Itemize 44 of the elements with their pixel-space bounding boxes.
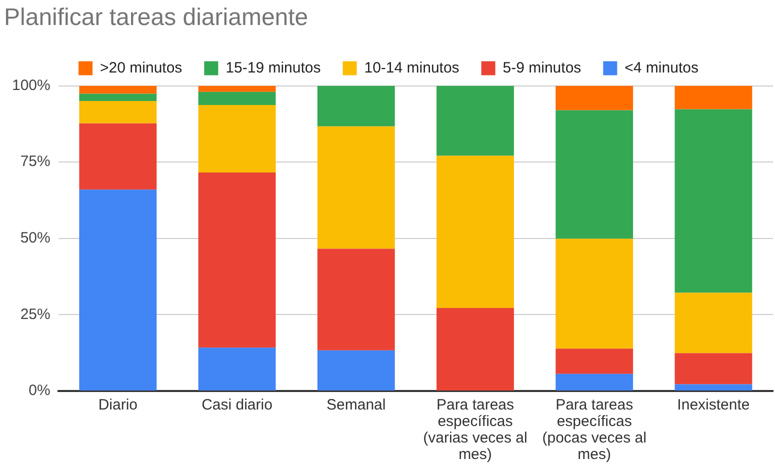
- x-tick-label: Para tareas específicas (varias veces al mes): [423, 396, 528, 463]
- x-tick-label: Semanal: [326, 396, 386, 414]
- legend-label: 15-19 minutos: [226, 59, 321, 76]
- bar: [674, 109, 752, 293]
- bar: [79, 101, 157, 124]
- y-tick-label: 25%: [20, 306, 50, 323]
- bar: [436, 308, 514, 390]
- x-tick-label: Casi diario: [202, 396, 272, 414]
- bar: [198, 105, 276, 172]
- bar: [79, 123, 157, 190]
- bar: [556, 110, 634, 239]
- y-tick-label: 75%: [20, 153, 50, 170]
- x-tick-label: Diario: [98, 396, 138, 414]
- bar: [436, 86, 514, 156]
- y-tick-label: 50%: [20, 230, 50, 247]
- x-tick-label: Para tareas específicas (pocas veces al mes): [542, 396, 646, 463]
- legend-label: >20 minutos: [100, 59, 182, 76]
- bar: [674, 384, 752, 390]
- bar: [556, 238, 634, 349]
- bar: [317, 126, 395, 249]
- bar: [79, 86, 157, 94]
- bar: [317, 86, 395, 126]
- bar: [317, 350, 395, 390]
- y-tick-label: 0%: [28, 382, 50, 400]
- bar: [198, 86, 276, 92]
- legend-label: 10-14 minutos: [364, 59, 460, 76]
- legend-label: <4 minutos: [624, 59, 698, 76]
- bar: [556, 348, 634, 374]
- bar: [317, 248, 395, 350]
- legend-label: 5-9 minutos: [502, 59, 582, 76]
- bar: [674, 292, 752, 354]
- bar: [198, 172, 276, 348]
- bar: [556, 374, 634, 390]
- x-tick-label: Inexistente: [677, 396, 750, 414]
- bar: [79, 94, 157, 102]
- bar: [436, 156, 514, 308]
- bar: [674, 353, 752, 384]
- bar: [674, 86, 752, 110]
- chart-title: Planificar tareas diariamente: [4, 4, 308, 32]
- bar: [198, 92, 276, 106]
- y-tick-label: 100%: [12, 76, 50, 94]
- bar: [198, 348, 276, 390]
- bar: [79, 190, 157, 390]
- bar: [556, 86, 634, 110]
